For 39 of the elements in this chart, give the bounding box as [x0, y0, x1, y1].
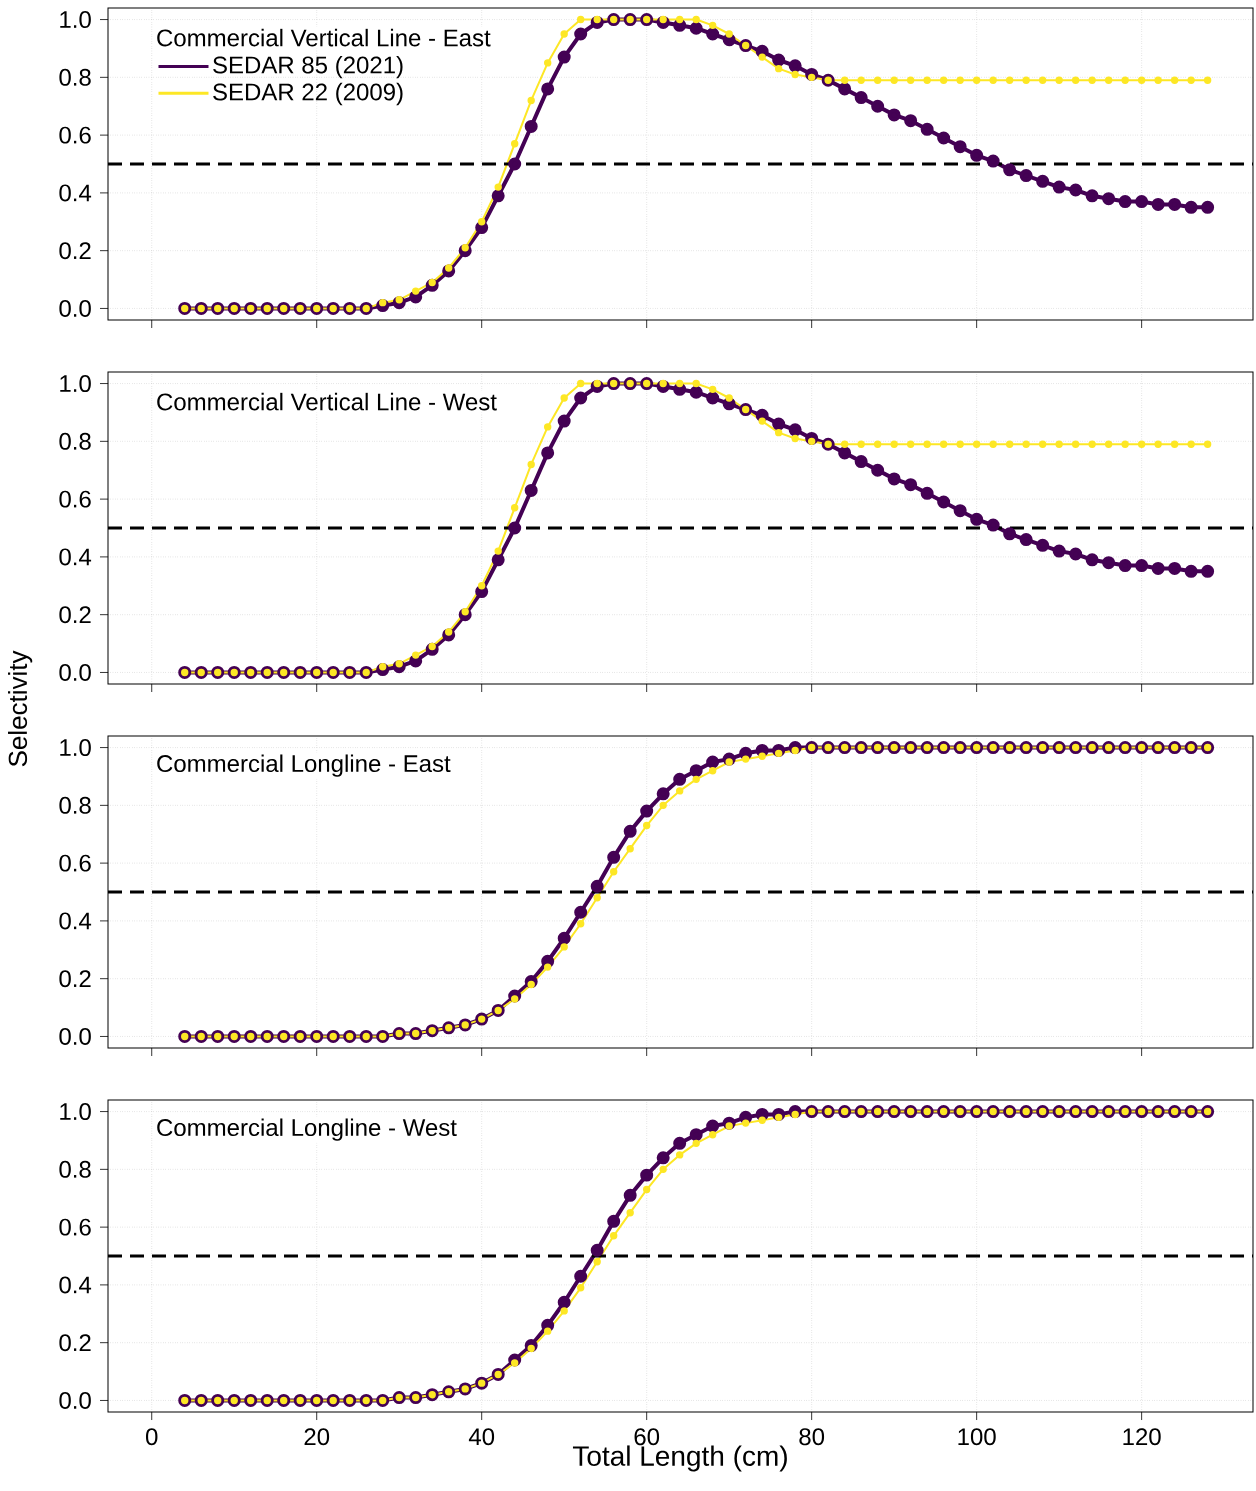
text: Commercial Vertical Line - East	[157, 28, 491, 47]
y-tick-label: 1.0	[60, 11, 91, 29]
y-tick-label: 1.0	[60, 375, 91, 393]
y-tick-label: 0.4	[59, 184, 92, 202]
y-tick-label: 0.2	[59, 1334, 91, 1352]
y-tick-label: 0.4	[59, 1276, 92, 1294]
y-tick-label: 0.6	[59, 1218, 91, 1236]
x-tick-label: 40	[468, 1428, 495, 1446]
text: Commercial Longline - West	[157, 1118, 457, 1141]
y-tick-label: 0.2	[59, 606, 91, 624]
x-tick-label: 120	[1123, 1428, 1161, 1446]
y-tick-label: 0.6	[59, 490, 91, 508]
legend-label: SEDAR 85 (2021)	[213, 55, 403, 79]
x-tick-label: 100	[958, 1428, 996, 1446]
x-tick-label: 80	[799, 1428, 825, 1446]
y-tick-label: 0.6	[59, 126, 91, 144]
y-tick-label: 1.0	[60, 739, 91, 757]
y-tick-label: 0.8	[59, 68, 91, 86]
x-tick-label: 60	[634, 1428, 660, 1446]
y-tick-label: 0.6	[59, 854, 91, 872]
y-tick-label: 0.0	[59, 1027, 91, 1045]
y-tick-label: 0.4	[59, 548, 92, 566]
y-tick-label: 1.0	[60, 1103, 91, 1121]
y-tick-label: 0.0	[59, 663, 91, 681]
x-tick-label: 20	[304, 1428, 330, 1446]
y-tick-label: 0.2	[59, 242, 91, 260]
y-tick-label: 0.8	[59, 796, 91, 814]
text: Commercial Vertical Line - West	[157, 392, 497, 411]
y-tick-label: 0.0	[59, 299, 91, 317]
y-tick-label: 0.8	[59, 1160, 91, 1178]
y-tick-label: 0.8	[59, 432, 91, 450]
y-tick-label: 0.0	[59, 1391, 91, 1409]
x-tick-label: 0	[145, 1428, 158, 1446]
y-axis-title: Selectivity	[8, 650, 33, 767]
x-axis-title: Total Length (cm)	[572, 1445, 787, 1472]
y-tick-label: 0.4	[59, 912, 92, 930]
legend-label: SEDAR 22 (2009)	[213, 82, 403, 106]
y-tick-label: 0.2	[59, 970, 91, 988]
text: Commercial Longline - East	[157, 754, 451, 777]
